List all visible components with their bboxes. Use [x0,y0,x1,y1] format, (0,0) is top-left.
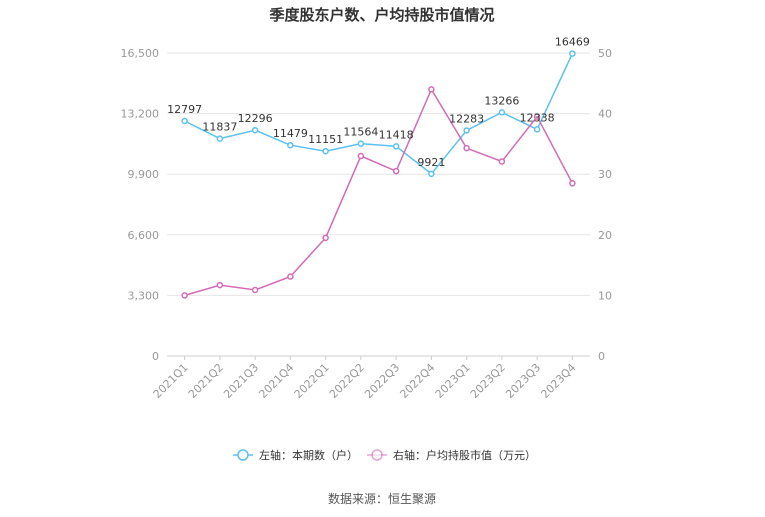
right-axis-tick-label: 0 [598,350,605,363]
axis-layer: 0 0 3,300 10 6,600 20 9,900 30 13,200 40 16,500 50 2… [121,47,613,401]
series-2-point [392,167,400,175]
right-axis-tick-label: 50 [598,47,612,60]
data-label: 11837 [202,121,237,134]
x-axis-tick-label: 2022Q1 [292,361,332,401]
series-1-point [463,127,470,134]
left-axis-tick-label: 0 [152,350,159,363]
legend-swatch-marker [371,449,383,461]
data-label: 11418 [379,128,414,141]
legend-item-2[interactable]: 右轴：户均持股市值（万元） [367,448,536,462]
x-axis-tick-label: 2022Q3 [362,361,402,401]
series-2-point [251,286,259,294]
left-axis-tick-label: 3,300 [128,289,160,302]
series-2-point [498,158,506,165]
series-1-point [533,126,541,133]
left-axis-tick-label: 9,900 [128,168,160,181]
series-1-point [287,141,294,149]
legend-item-1[interactable]: 左轴：本期数（户） [233,448,358,462]
data-label: 12296 [238,112,273,125]
legend-swatch-marker [237,449,249,461]
left-axis-tick-label: 16,500 [121,47,160,60]
right-axis-tick-label: 10 [598,289,612,302]
series-2-point [428,86,435,93]
series-2-point [569,180,576,187]
series-1-point [498,109,506,116]
series-2-point [216,281,224,289]
x-axis-tick-label: 2023Q4 [538,361,578,401]
series-1-point [322,147,329,155]
series-2-point [287,273,294,280]
series-1-point [428,170,435,178]
data-label: 12283 [449,112,484,125]
left-axis-tick-label: 6,600 [128,229,160,242]
right-axis-tick-label: 30 [598,168,612,181]
x-axis-tick-label: 2023Q2 [468,361,508,401]
series-1-point [181,117,188,125]
legend-label: 右轴：户均持股市值（万元） [393,448,536,462]
data-label: 9921 [417,156,445,169]
data-label: 11479 [273,127,308,140]
series-line-2 [184,87,574,297]
right-axis-tick-label: 40 [598,108,612,121]
data-label: 12338 [520,111,555,124]
x-axis-tick-label: 2023Q1 [433,361,473,401]
data-label: 12797 [167,103,202,116]
x-axis-tick-label: 2021Q1 [151,361,191,401]
legend[interactable]: 左轴：本期数（户） 右轴：户均持股市值（万元） [233,448,536,462]
series-1-point [357,140,365,147]
chart-title: 季度股东户数、户均持股市值情况 [269,6,494,24]
data-label: 16469 [555,36,590,49]
series-2-point [533,113,541,120]
x-axis-tick-label: 2022Q4 [397,361,437,401]
right-axis-tick-label: 20 [598,229,612,242]
series-layer [181,50,576,299]
data-label: 13266 [484,94,519,107]
data-label: 11564 [343,126,378,139]
data-label: 11151 [308,133,343,146]
left-axis-tick-label: 13,200 [121,108,160,121]
series-2-point [357,152,365,160]
series-1-point [392,143,400,150]
source-note: 数据来源：恒生聚源 [328,491,436,506]
series-2-point [181,292,188,299]
series-line-1 [184,53,574,175]
x-axis-tick-label: 2023Q3 [503,361,543,401]
series-2-point [463,144,470,152]
series-1-point [251,126,259,134]
x-axis-tick-label: 2022Q2 [327,361,367,401]
grid-layer [167,52,590,296]
legend-label: 左轴：本期数（户） [259,448,358,462]
x-axis-tick-label: 2021Q2 [186,361,226,401]
x-axis-tick-label: 2021Q3 [221,361,261,401]
series-2-point [322,234,329,242]
x-axis-tick-label: 2021Q4 [256,361,296,401]
series-1-point [569,50,576,57]
series-1-point [216,135,224,142]
